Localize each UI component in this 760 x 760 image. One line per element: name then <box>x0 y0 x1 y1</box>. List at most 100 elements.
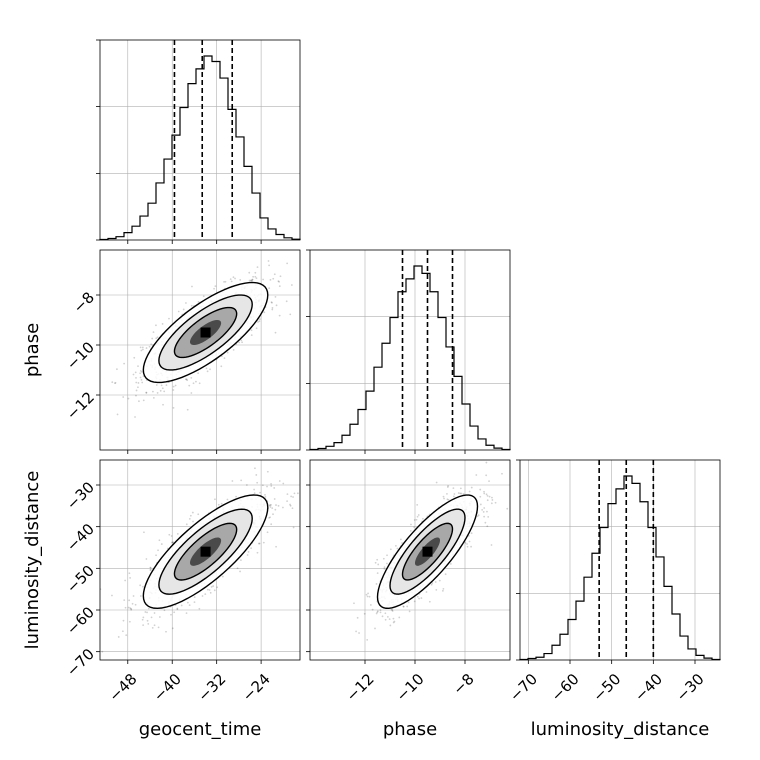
joint-geocent_time-luminosity_distance-point <box>146 619 149 622</box>
joint-phase-luminosity_distance-point <box>452 487 455 489</box>
joint-geocent_time-phase-ytick-label-2: −8 <box>70 288 98 316</box>
joint-geocent_time-phase-point <box>177 310 180 313</box>
joint-geocent_time-phase-panel <box>100 250 300 450</box>
joint-geocent_time-phase-point <box>142 399 145 402</box>
joint-geocent_time-phase-point <box>161 387 164 390</box>
joint-geocent_time-luminosity_distance-point <box>213 589 216 592</box>
joint-geocent_time-phase-point <box>186 408 189 411</box>
joint-phase-luminosity_distance-point <box>363 612 366 615</box>
joint-geocent_time-luminosity_distance-point <box>129 577 131 579</box>
hist-luminosity_distance-step-line <box>519 475 721 661</box>
joint-geocent_time-phase-point <box>122 396 125 398</box>
joint-geocent_time-luminosity_distance-point <box>185 523 188 526</box>
joint-phase-luminosity_distance-point <box>392 617 395 620</box>
joint-phase-luminosity_distance-point <box>501 472 503 475</box>
hist-luminosity_distance-xtick-label-4: −30 <box>673 670 708 705</box>
joint-phase-luminosity_distance-xtick-label-2: −8 <box>449 670 477 698</box>
joint-geocent_time-luminosity_distance-point <box>172 541 174 544</box>
joint-geocent_time-phase-point <box>127 397 130 400</box>
joint-geocent_time-luminosity_distance-point <box>256 551 259 554</box>
joint-geocent_time-phase-point <box>137 386 139 389</box>
joint-phase-luminosity_distance-point <box>430 583 433 586</box>
joint-geocent_time-luminosity_distance-point <box>216 586 219 589</box>
joint-phase-luminosity_distance-point <box>483 490 485 493</box>
joint-geocent_time-phase-point <box>152 390 154 393</box>
joint-geocent_time-luminosity_distance-point <box>270 485 273 487</box>
joint-phase-luminosity_distance-point <box>466 545 469 548</box>
joint-phase-luminosity_distance-point <box>490 502 493 505</box>
joint-geocent_time-luminosity_distance-point <box>231 480 234 482</box>
joint-phase-luminosity_distance-point <box>393 620 396 623</box>
joint-geocent_time-luminosity_distance-point <box>127 606 130 609</box>
joint-geocent_time-phase-point <box>162 403 164 406</box>
joint-phase-luminosity_distance-point <box>376 572 379 575</box>
joint-phase-luminosity_distance-point <box>407 601 410 604</box>
joint-geocent_time-luminosity_distance-point <box>270 483 272 485</box>
joint-geocent_time-phase-point <box>156 392 159 394</box>
joint-geocent_time-phase-point <box>197 300 200 303</box>
joint-phase-luminosity_distance-point <box>374 561 377 564</box>
joint-geocent_time-phase-point <box>251 280 254 282</box>
joint-phase-luminosity_distance-point <box>422 517 424 520</box>
joint-geocent_time-luminosity_distance-point <box>264 494 266 496</box>
joint-phase-luminosity_distance-point <box>446 498 449 501</box>
joint-geocent_time-luminosity_distance-point <box>272 513 274 516</box>
joint-phase-luminosity_distance-peak <box>422 546 433 557</box>
joint-geocent_time-phase-ytick-label-0: −12 <box>63 388 98 423</box>
joint-geocent_time-luminosity_distance-point <box>153 624 156 627</box>
joint-phase-luminosity_distance-point <box>376 558 379 561</box>
joint-geocent_time-luminosity_distance-point <box>266 485 268 488</box>
joint-geocent_time-luminosity_distance-point <box>307 496 309 498</box>
joint-geocent_time-phase-point <box>160 384 163 387</box>
joint-geocent_time-phase-point <box>141 381 144 384</box>
joint-geocent_time-luminosity_distance-point <box>278 480 281 482</box>
joint-phase-luminosity_distance-point <box>483 515 486 518</box>
joint-phase-luminosity_distance-point <box>479 488 482 491</box>
joint-geocent_time-luminosity_distance-point <box>197 513 200 516</box>
joint-geocent_time-phase-point <box>290 284 293 286</box>
joint-geocent_time-luminosity_distance-point <box>176 532 179 535</box>
joint-phase-luminosity_distance-contour-1 <box>401 522 454 581</box>
joint-geocent_time-luminosity_distance-point <box>235 495 238 498</box>
joint-phase-luminosity_distance-point <box>442 495 445 498</box>
joint-phase-luminosity_distance-contour-3 <box>376 494 479 609</box>
joint-geocent_time-phase-point <box>258 318 261 321</box>
joint-geocent_time-phase-point <box>148 345 151 348</box>
joint-geocent_time-luminosity_distance-point <box>147 622 150 625</box>
joint-geocent_time-phase-point <box>271 308 274 311</box>
joint-phase-luminosity_distance-point <box>371 608 374 611</box>
joint-phase-luminosity_distance-point <box>413 600 416 603</box>
joint-geocent_time-luminosity_distance-point <box>269 506 272 508</box>
joint-geocent_time-luminosity_distance-point <box>290 495 293 498</box>
hist-luminosity_distance-xtick-label-3: −40 <box>631 670 666 705</box>
joint-geocent_time-phase-point <box>145 391 148 394</box>
joint-geocent_time-phase-point <box>132 373 135 376</box>
joint-phase-luminosity_distance-point <box>389 548 392 551</box>
joint-geocent_time-luminosity_distance-point <box>270 523 273 526</box>
joint-geocent_time-phase-point <box>252 275 255 278</box>
joint-geocent_time-phase-point <box>272 277 275 280</box>
y-axis-label-luminosity_distance: luminosity_distance <box>22 471 43 650</box>
joint-geocent_time-luminosity_distance-point <box>168 533 171 536</box>
joint-geocent_time-luminosity_distance-point <box>275 545 277 548</box>
joint-geocent_time-phase-point <box>135 381 138 384</box>
x-axis-label-geocent_time: geocent_time <box>139 719 262 740</box>
joint-geocent_time-phase-point <box>209 368 211 371</box>
joint-geocent_time-luminosity_distance-contour-3 <box>142 494 269 610</box>
joint-phase-luminosity_distance-point <box>410 523 412 526</box>
joint-phase-luminosity_distance-point <box>379 609 382 611</box>
joint-geocent_time-phase-point <box>111 381 114 384</box>
joint-geocent_time-luminosity_distance-point <box>185 612 188 615</box>
joint-geocent_time-phase-point <box>289 313 292 316</box>
joint-phase-luminosity_distance-point <box>434 581 437 583</box>
joint-geocent_time-luminosity_distance-point <box>117 636 120 638</box>
joint-geocent_time-luminosity_distance-point <box>142 616 145 619</box>
joint-geocent_time-luminosity_distance-point <box>146 611 148 614</box>
joint-geocent_time-phase-point <box>254 271 257 274</box>
joint-geocent_time-phase-point <box>168 317 170 320</box>
joint-phase-luminosity_distance-point <box>443 497 445 500</box>
joint-phase-luminosity_distance-point <box>466 543 468 545</box>
joint-geocent_time-luminosity_distance-point <box>176 607 179 610</box>
joint-geocent_time-phase-peak <box>200 327 211 338</box>
hist-phase-step-line <box>309 265 511 451</box>
